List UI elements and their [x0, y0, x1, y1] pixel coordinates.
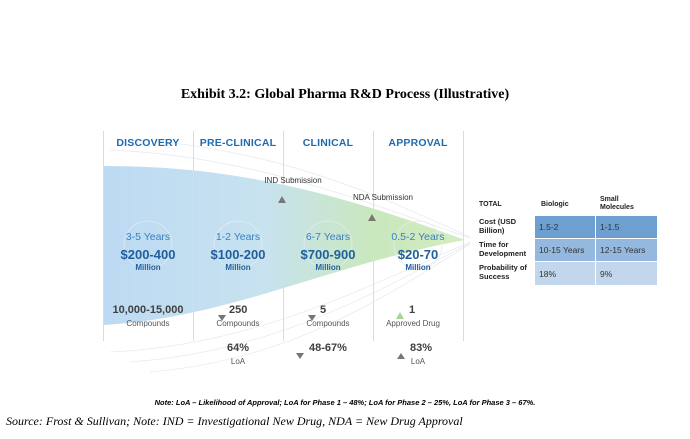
preclinical-cost: $100-200 [210, 247, 266, 262]
divider [193, 131, 194, 341]
divider [283, 131, 284, 341]
discovery-count-label: Compounds [126, 319, 170, 328]
table-header-total: TOTAL [479, 201, 502, 208]
discovery-years: 3-5 Years [125, 231, 171, 243]
cell-value: 10-15 Years [539, 245, 585, 255]
table-cell: 18% [535, 262, 596, 285]
discovery-cost: $200-400 [120, 247, 176, 262]
nda-submission-label: NDA Submission [352, 193, 414, 202]
phase-heading-discovery: DISCOVERY [116, 137, 180, 149]
table-header-small-molecules: Small Molecules [600, 196, 634, 211]
table-row-label: Probability of Success [479, 263, 527, 281]
approval-cost: $20-70 [397, 247, 439, 262]
cell-value: 12-15 Years [600, 245, 646, 255]
divider [373, 131, 374, 341]
divider [463, 131, 464, 341]
table-row-label: Cost (USD Billion) [479, 217, 517, 235]
approval-years: 0.5-2 Years [391, 231, 445, 243]
discovery-count: 10,000-15,000 [112, 304, 184, 316]
nda-marker-icon [368, 208, 376, 226]
preclinical-count-label: Compounds [216, 319, 260, 328]
approved-icon [396, 306, 404, 324]
ind-marker-icon [278, 190, 286, 208]
ind-submission-label: IND Submission [264, 176, 322, 185]
value-rings [123, 220, 443, 270]
preclinical-million: Million [225, 263, 251, 272]
preclinical-years: 1-2 Years [215, 231, 261, 243]
phase-heading-preclinical: PRE-CLINICAL [199, 137, 277, 149]
approval-loa: 83% [410, 342, 433, 354]
phase-heading-clinical: CLINICAL [302, 137, 354, 149]
approval-count-label: Approved Drug [386, 319, 440, 328]
cell-value: 9% [600, 269, 613, 279]
clinical-count-label: Compounds [306, 319, 350, 328]
cell-value: 1.5-2 [539, 222, 559, 232]
approval-loa-label: LoA [410, 357, 426, 366]
clinical-million: Million [315, 263, 341, 272]
increase-icon [397, 346, 405, 364]
approval-million: Million [405, 263, 431, 272]
summary-table: 1.5-2 1-1.5 10-15 Years 12-15 Years 18% … [535, 216, 657, 285]
approval-count: 1 [409, 304, 416, 316]
cell-value: 18% [539, 269, 557, 279]
discovery-million: Million [135, 263, 161, 272]
table-cell: 12-15 Years [596, 239, 657, 262]
decrease-icon [308, 308, 316, 326]
decrease-icon [218, 308, 226, 326]
table-row-label: Time for Development [479, 240, 527, 258]
decrease-icon [296, 346, 304, 364]
table-cell: 1-1.5 [596, 216, 657, 239]
footnote: Note: LoA – Likelihood of Approval; LoA … [154, 398, 536, 407]
preclinical-count: 250 [229, 304, 248, 316]
table-header-biologic: Biologic [541, 201, 569, 208]
clinical-cost: $700-900 [300, 247, 356, 262]
preclinical-loa: 64% [226, 342, 250, 354]
cell-value: 1-1.5 [600, 222, 620, 232]
phase-heading-approval: APPROVAL [388, 137, 448, 149]
exhibit-title: Exhibit 3.2: Global Pharma R&D Process (… [180, 87, 510, 102]
source-line: Source: Frost & Sullivan; Note: IND = In… [6, 414, 463, 428]
table-cell: 1.5-2 [535, 216, 596, 239]
preclinical-loa-label: LoA [230, 357, 246, 366]
divider [103, 131, 104, 341]
clinical-loa: 48-67% [309, 342, 347, 354]
table-cell: 10-15 Years [535, 239, 596, 262]
table-cell: 9% [596, 262, 657, 285]
clinical-count: 5 [320, 304, 327, 316]
clinical-years: 6-7 Years [305, 231, 351, 243]
